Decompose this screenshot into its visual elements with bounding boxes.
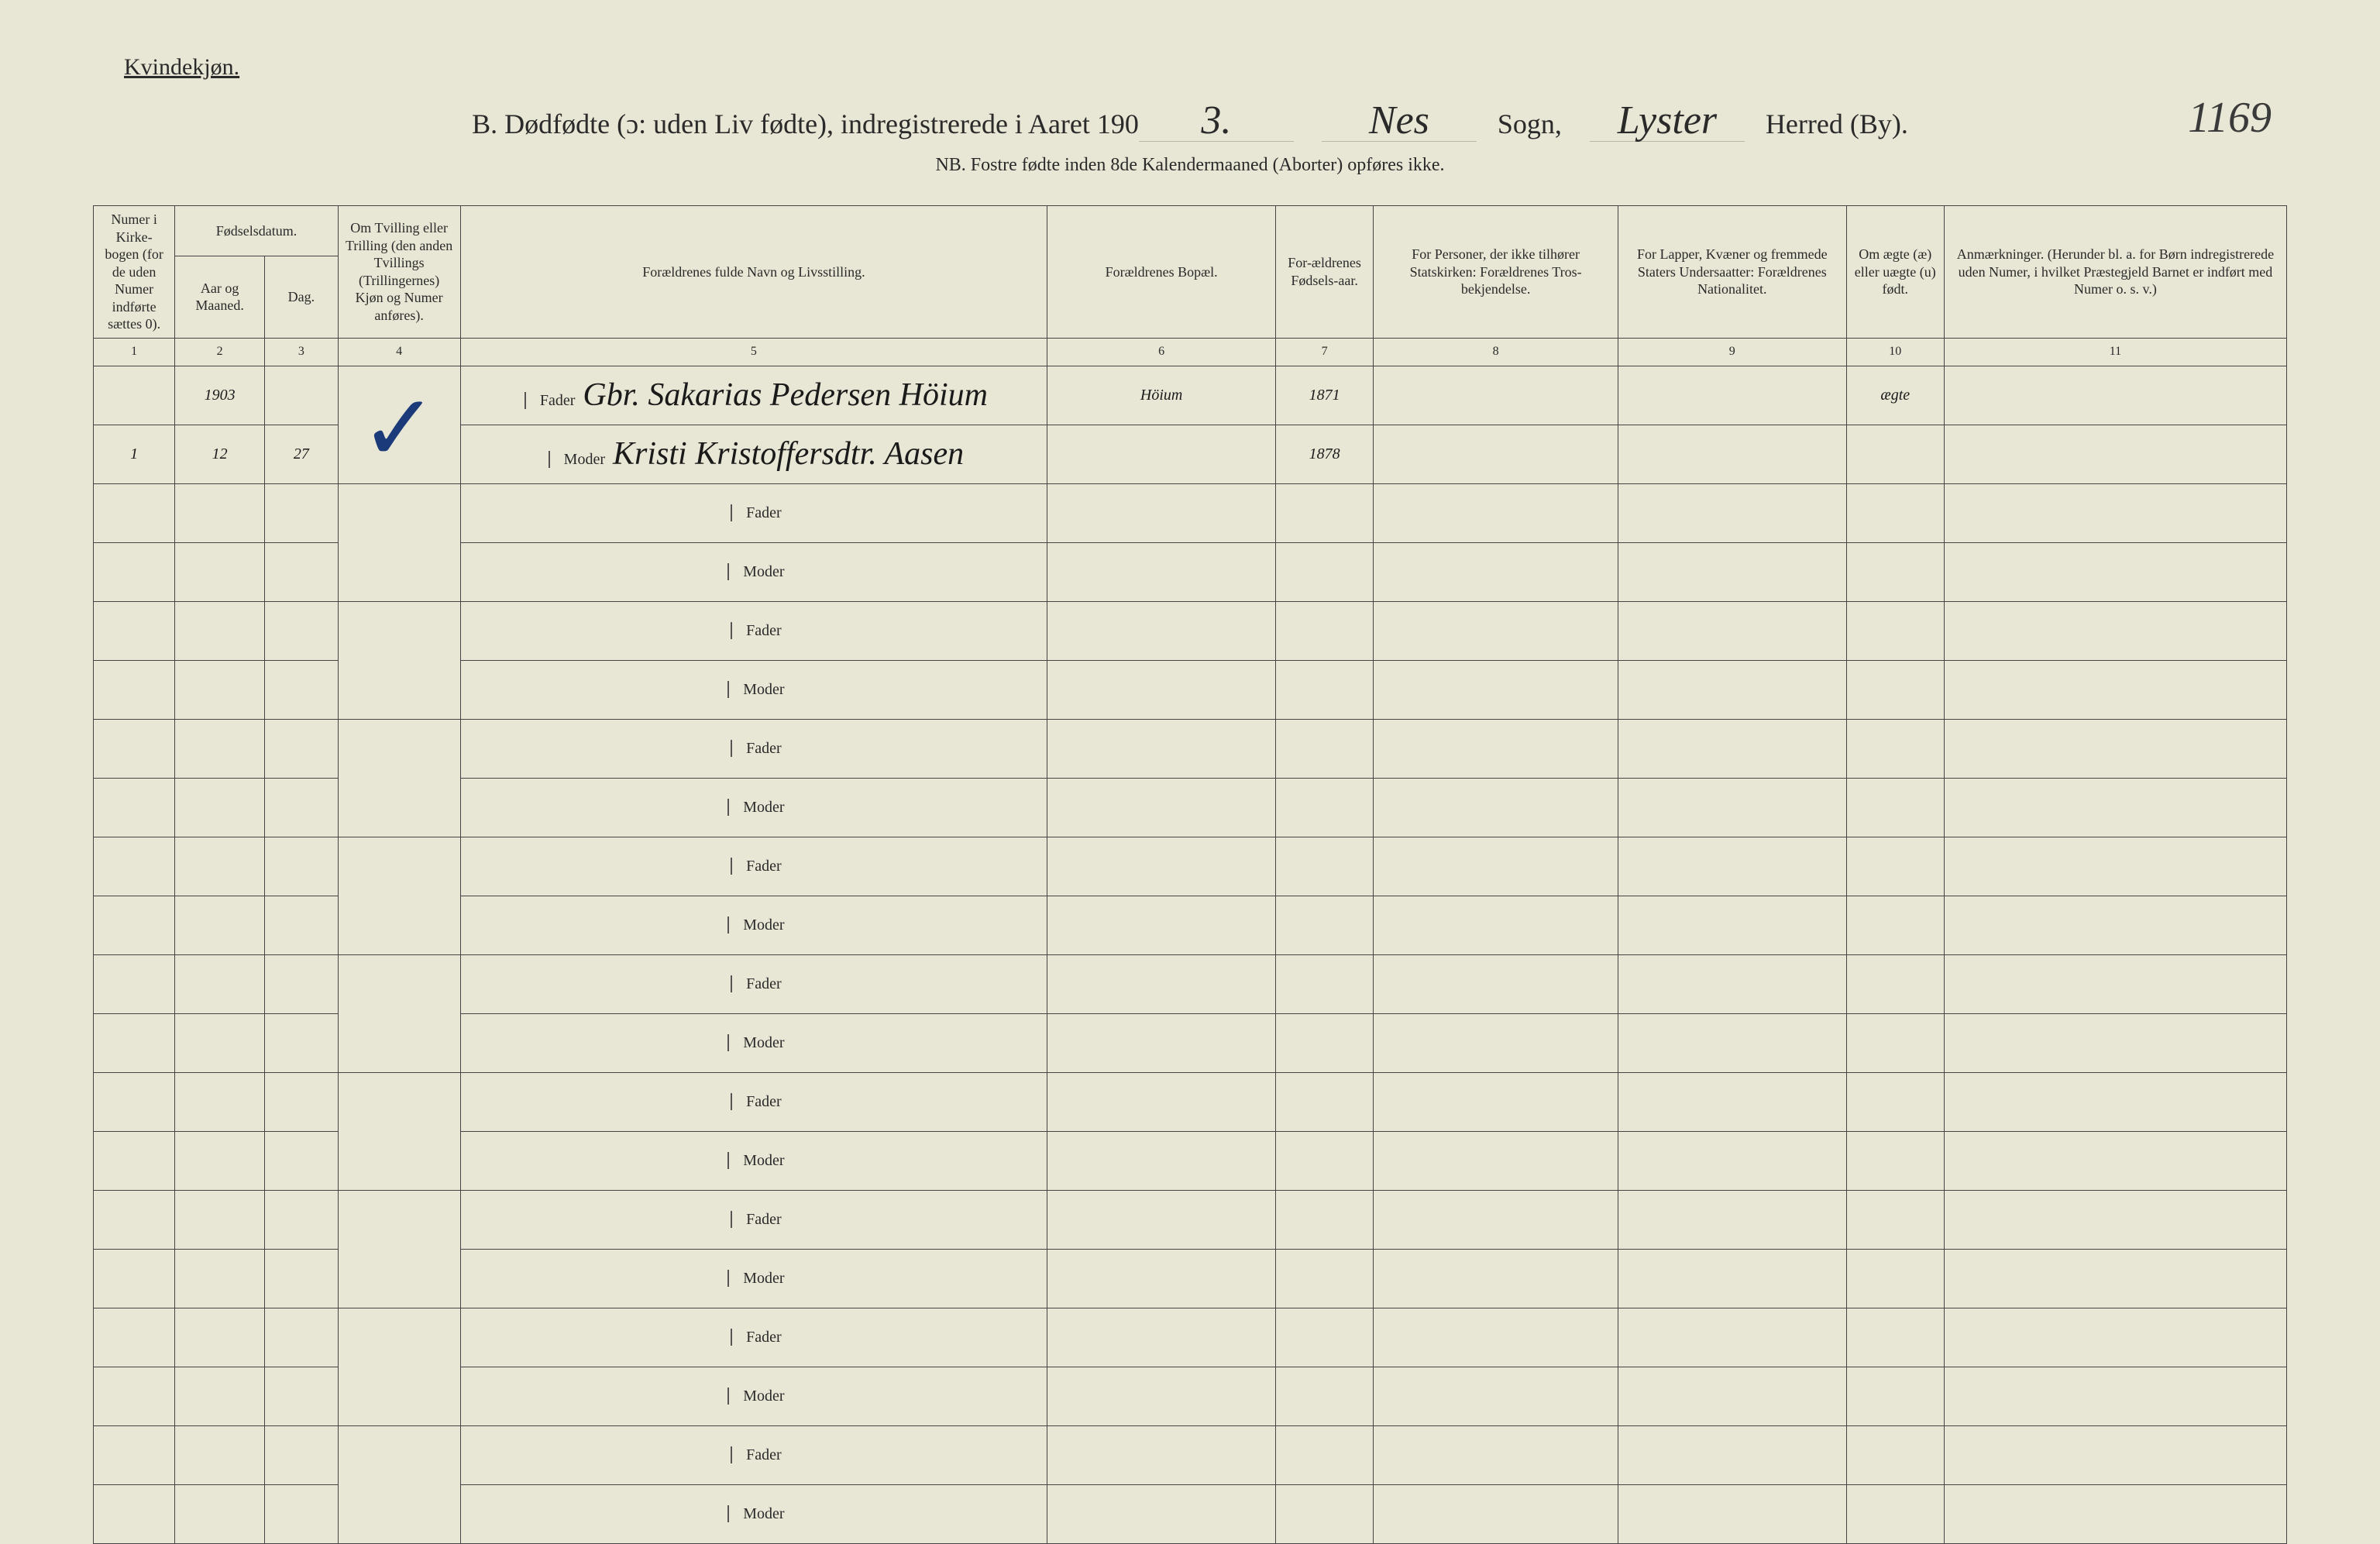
empty-row: Fader: [94, 1308, 2287, 1367]
cell-fader-name: Fader Gbr. Sakarias Pedersen Höium: [460, 366, 1047, 425]
cell-nat-blank: [1618, 366, 1846, 425]
fader-label: Fader: [731, 1329, 782, 1346]
ledger-table: Numer i Kirke-bogen (for de uden Numer i…: [93, 205, 2287, 1544]
entry-row-fader: 1903 ✓ Fader Gbr. Sakarias Pedersen Höiu…: [94, 366, 2287, 425]
col-header-6: Forældrenes Bopæl.: [1047, 206, 1276, 339]
col-header-7: For-ældrenes Fødsels-aar.: [1275, 206, 1373, 339]
sogn-label: Sogn,: [1498, 108, 1562, 139]
fader-name-value: Gbr. Sakarias Pedersen Höium: [583, 377, 988, 413]
table-body: 1903 ✓ Fader Gbr. Sakarias Pedersen Höiu…: [94, 366, 2287, 1543]
fader-label: Fader: [731, 858, 782, 875]
col-header-2: Aar og Maaned.: [175, 256, 265, 338]
fader-label: Fader: [731, 1093, 782, 1110]
empty-row: Fader: [94, 601, 2287, 660]
colnum-5: 5: [460, 338, 1047, 366]
fader-label: Fader: [731, 1446, 782, 1463]
moder-name-value: Kristi Kristoffersdtr. Aasen: [613, 436, 964, 472]
table-header: Numer i Kirke-bogen (for de uden Numer i…: [94, 206, 2287, 366]
colnum-3: 3: [264, 338, 338, 366]
sogn-value: Nes: [1322, 101, 1477, 142]
ledger-page: Kvindekjøn. 1169 B. Dødfødte (ɔ: uden Li…: [93, 31, 2287, 1508]
check-mark-icon: ✓: [360, 377, 439, 480]
col-header-1: Numer i Kirke-bogen (for de uden Numer i…: [94, 206, 175, 339]
col-header-5: Forældrenes fulde Navn og Livsstilling.: [460, 206, 1047, 339]
colnum-8: 8: [1374, 338, 1618, 366]
moder-label: Moder: [727, 1034, 784, 1051]
moder-label: Moder: [727, 916, 784, 934]
moder-label: Moder: [727, 681, 784, 698]
cell-blank: [1618, 425, 1846, 483]
moder-label: Moder: [549, 451, 605, 468]
cell-moder-name: Moder Kristi Kristoffersdtr. Aasen: [460, 425, 1047, 483]
subtitle: NB. Fostre fødte inden 8de Kalendermaane…: [93, 155, 2287, 176]
herred-label: Herred (By).: [1766, 108, 1908, 139]
colnum-6: 6: [1047, 338, 1276, 366]
fader-label: Fader: [731, 504, 782, 521]
cell-twin: ✓: [338, 366, 460, 483]
empty-row: Fader: [94, 1072, 2287, 1131]
fader-label: Fader: [524, 392, 576, 409]
col-header-10: Om ægte (æ) eller uægte (u) født.: [1846, 206, 1944, 339]
fader-label: Fader: [731, 622, 782, 639]
colnum-7: 7: [1275, 338, 1373, 366]
cell-month: 12: [175, 425, 265, 483]
colnum-2: 2: [175, 338, 265, 366]
title-prefix: B. Dødfødte (ɔ: uden Liv fødte), indregi…: [472, 108, 1139, 139]
col-header-8: For Personer, der ikke tilhører Statskir…: [1374, 206, 1618, 339]
cell-numer-blank: [94, 366, 175, 425]
cell-numer: 1: [94, 425, 175, 483]
page-title: B. Dødfødte (ɔ: uden Liv fødte), indregi…: [93, 101, 2287, 142]
col-header-11: Anmærkninger. (Herunder bl. a. for Børn …: [1944, 206, 2286, 339]
cell-anm-blank: [1944, 366, 2286, 425]
empty-row: Fader: [94, 1425, 2287, 1484]
cell-day-blank: [264, 366, 338, 425]
cell-blank: [1944, 425, 2286, 483]
moder-label: Moder: [727, 1270, 784, 1287]
colnum-4: 4: [338, 338, 460, 366]
cell-fader-aar: 1871: [1275, 366, 1373, 425]
col-header-3: Dag.: [264, 256, 338, 338]
moder-label: Moder: [727, 1152, 784, 1169]
cell-moder-aar: 1878: [1275, 425, 1373, 483]
colnum-1: 1: [94, 338, 175, 366]
empty-row: Fader: [94, 483, 2287, 542]
fader-label: Fader: [731, 740, 782, 757]
cell-day: 27: [264, 425, 338, 483]
herred-value: Lyster: [1590, 101, 1745, 142]
cell-blank: [1374, 425, 1618, 483]
col-header-4: Om Tvilling eller Trilling (den anden Tv…: [338, 206, 460, 339]
col-header-2-group: Fødselsdatum.: [175, 206, 338, 256]
gender-label: Kvindekjøn.: [124, 54, 239, 81]
empty-row: Fader: [94, 954, 2287, 1013]
colnum-11: 11: [1944, 338, 2286, 366]
column-number-row: 1 2 3 4 5 6 7 8 9 10 11: [94, 338, 2287, 366]
fader-label: Fader: [731, 1211, 782, 1228]
moder-label: Moder: [727, 1388, 784, 1405]
moder-label: Moder: [727, 799, 784, 816]
fader-label: Fader: [731, 975, 782, 992]
title-year-suffix: 3.: [1139, 101, 1294, 142]
moder-label: Moder: [727, 1505, 784, 1522]
cell-bopael: Höium: [1047, 366, 1276, 425]
colnum-10: 10: [1846, 338, 1944, 366]
cell-blank: [1846, 425, 1944, 483]
cell-aegte: ægte: [1846, 366, 1944, 425]
moder-label: Moder: [727, 563, 784, 580]
empty-row: Fader: [94, 837, 2287, 896]
col-header-9: For Lapper, Kvæner og fremmede Staters U…: [1618, 206, 1846, 339]
cell-bopael-2: [1047, 425, 1276, 483]
colnum-9: 9: [1618, 338, 1846, 366]
cell-tros-blank: [1374, 366, 1618, 425]
empty-row: Fader: [94, 719, 2287, 778]
cell-year: 1903: [175, 366, 265, 425]
empty-row: Fader: [94, 1190, 2287, 1249]
